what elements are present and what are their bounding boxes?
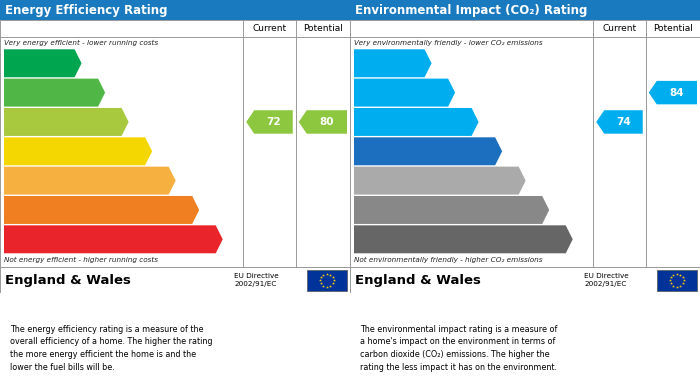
Bar <box>0 267 350 293</box>
Text: Current: Current <box>603 24 636 33</box>
Text: (81-91): (81-91) <box>7 90 33 96</box>
Polygon shape <box>354 167 526 195</box>
Text: Potential: Potential <box>303 24 343 33</box>
Text: D: D <box>490 145 500 158</box>
Polygon shape <box>246 110 293 134</box>
Text: B: B <box>444 86 453 99</box>
Text: (39-54): (39-54) <box>357 178 383 184</box>
Text: F: F <box>189 203 197 217</box>
Text: E: E <box>165 174 174 187</box>
Bar <box>0 0 350 20</box>
Text: (21-38): (21-38) <box>7 207 33 213</box>
Text: C: C <box>118 115 127 129</box>
Polygon shape <box>649 81 697 104</box>
Text: A: A <box>420 57 430 70</box>
Text: (92-100): (92-100) <box>357 60 387 66</box>
Text: G: G <box>211 233 220 246</box>
Text: 72: 72 <box>266 117 281 127</box>
Text: (21-38): (21-38) <box>357 207 383 213</box>
Text: Very environmentally friendly - lower CO₂ emissions: Very environmentally friendly - lower CO… <box>354 40 542 46</box>
Text: (81-91): (81-91) <box>357 90 383 96</box>
Text: EU Directive
2002/91/EC: EU Directive 2002/91/EC <box>584 273 629 287</box>
Text: EU Directive
2002/91/EC: EU Directive 2002/91/EC <box>234 273 279 287</box>
Polygon shape <box>4 108 129 136</box>
Polygon shape <box>354 225 573 253</box>
Bar <box>350 267 700 293</box>
Polygon shape <box>354 108 479 136</box>
Polygon shape <box>4 167 176 195</box>
Polygon shape <box>4 137 152 165</box>
Polygon shape <box>354 49 432 77</box>
Text: (1-20): (1-20) <box>357 236 379 242</box>
Text: Not environmentally friendly - higher CO₂ emissions: Not environmentally friendly - higher CO… <box>354 256 542 263</box>
Text: (69-80): (69-80) <box>7 119 33 125</box>
Polygon shape <box>4 196 199 224</box>
Polygon shape <box>354 137 502 165</box>
Text: (1-20): (1-20) <box>7 236 29 242</box>
Text: Not energy efficient - higher running costs: Not energy efficient - higher running co… <box>4 256 158 263</box>
Text: England & Wales: England & Wales <box>5 274 131 287</box>
Text: (69-80): (69-80) <box>357 119 383 125</box>
Text: (55-68): (55-68) <box>357 148 383 154</box>
Bar <box>307 270 347 291</box>
Bar <box>0 20 350 267</box>
Text: B: B <box>94 86 103 99</box>
Text: Energy Efficiency Rating: Energy Efficiency Rating <box>5 4 167 16</box>
Text: 80: 80 <box>320 117 334 127</box>
Text: The energy efficiency rating is a measure of the
overall efficiency of a home. T: The energy efficiency rating is a measur… <box>10 325 213 372</box>
Text: (39-54): (39-54) <box>7 178 33 184</box>
Text: E: E <box>515 174 524 187</box>
Bar <box>350 0 700 20</box>
Polygon shape <box>4 79 105 107</box>
Bar <box>350 20 700 267</box>
Text: 74: 74 <box>616 117 631 127</box>
Text: The environmental impact rating is a measure of
a home's impact on the environme: The environmental impact rating is a mea… <box>360 325 558 372</box>
Text: Current: Current <box>253 24 286 33</box>
Polygon shape <box>354 79 455 107</box>
Text: Potential: Potential <box>653 24 693 33</box>
Text: C: C <box>468 115 477 129</box>
Polygon shape <box>4 49 82 77</box>
Text: (92-100): (92-100) <box>7 60 37 66</box>
Text: G: G <box>561 233 570 246</box>
Text: F: F <box>539 203 547 217</box>
Text: D: D <box>140 145 150 158</box>
Text: England & Wales: England & Wales <box>355 274 481 287</box>
Text: Very energy efficient - lower running costs: Very energy efficient - lower running co… <box>4 40 158 46</box>
Text: A: A <box>70 57 80 70</box>
Polygon shape <box>596 110 643 134</box>
Bar <box>657 270 697 291</box>
Text: Environmental Impact (CO₂) Rating: Environmental Impact (CO₂) Rating <box>355 4 587 16</box>
Text: 84: 84 <box>670 88 684 98</box>
Text: (55-68): (55-68) <box>7 148 33 154</box>
Polygon shape <box>299 110 347 134</box>
Polygon shape <box>354 196 550 224</box>
Polygon shape <box>4 225 223 253</box>
